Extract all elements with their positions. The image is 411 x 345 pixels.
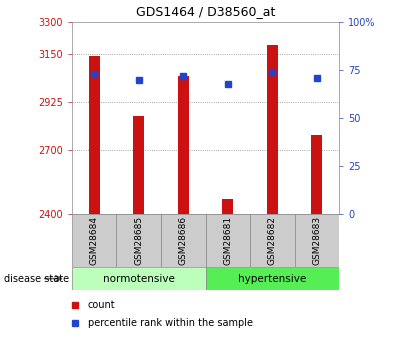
FancyBboxPatch shape bbox=[161, 214, 206, 267]
Bar bbox=[267, 45, 278, 214]
Text: count: count bbox=[88, 300, 115, 310]
Text: GSM28685: GSM28685 bbox=[134, 216, 143, 265]
Text: percentile rank within the sample: percentile rank within the sample bbox=[88, 318, 253, 328]
Bar bbox=[89, 56, 100, 214]
FancyBboxPatch shape bbox=[295, 214, 339, 267]
FancyBboxPatch shape bbox=[72, 214, 116, 267]
Text: disease state: disease state bbox=[4, 274, 69, 284]
Text: GSM28681: GSM28681 bbox=[223, 216, 232, 265]
Bar bbox=[178, 76, 189, 214]
Text: hypertensive: hypertensive bbox=[238, 274, 307, 284]
FancyBboxPatch shape bbox=[116, 214, 161, 267]
Bar bbox=[311, 135, 322, 214]
Bar bbox=[222, 199, 233, 214]
Text: GSM28684: GSM28684 bbox=[90, 216, 99, 265]
FancyBboxPatch shape bbox=[250, 214, 295, 267]
Text: GSM28686: GSM28686 bbox=[179, 216, 188, 265]
Text: GSM28682: GSM28682 bbox=[268, 216, 277, 265]
Text: GSM28683: GSM28683 bbox=[312, 216, 321, 265]
Bar bbox=[133, 116, 144, 214]
Title: GDS1464 / D38560_at: GDS1464 / D38560_at bbox=[136, 6, 275, 19]
FancyBboxPatch shape bbox=[206, 267, 339, 290]
FancyBboxPatch shape bbox=[206, 214, 250, 267]
FancyBboxPatch shape bbox=[72, 267, 206, 290]
Text: normotensive: normotensive bbox=[103, 274, 175, 284]
